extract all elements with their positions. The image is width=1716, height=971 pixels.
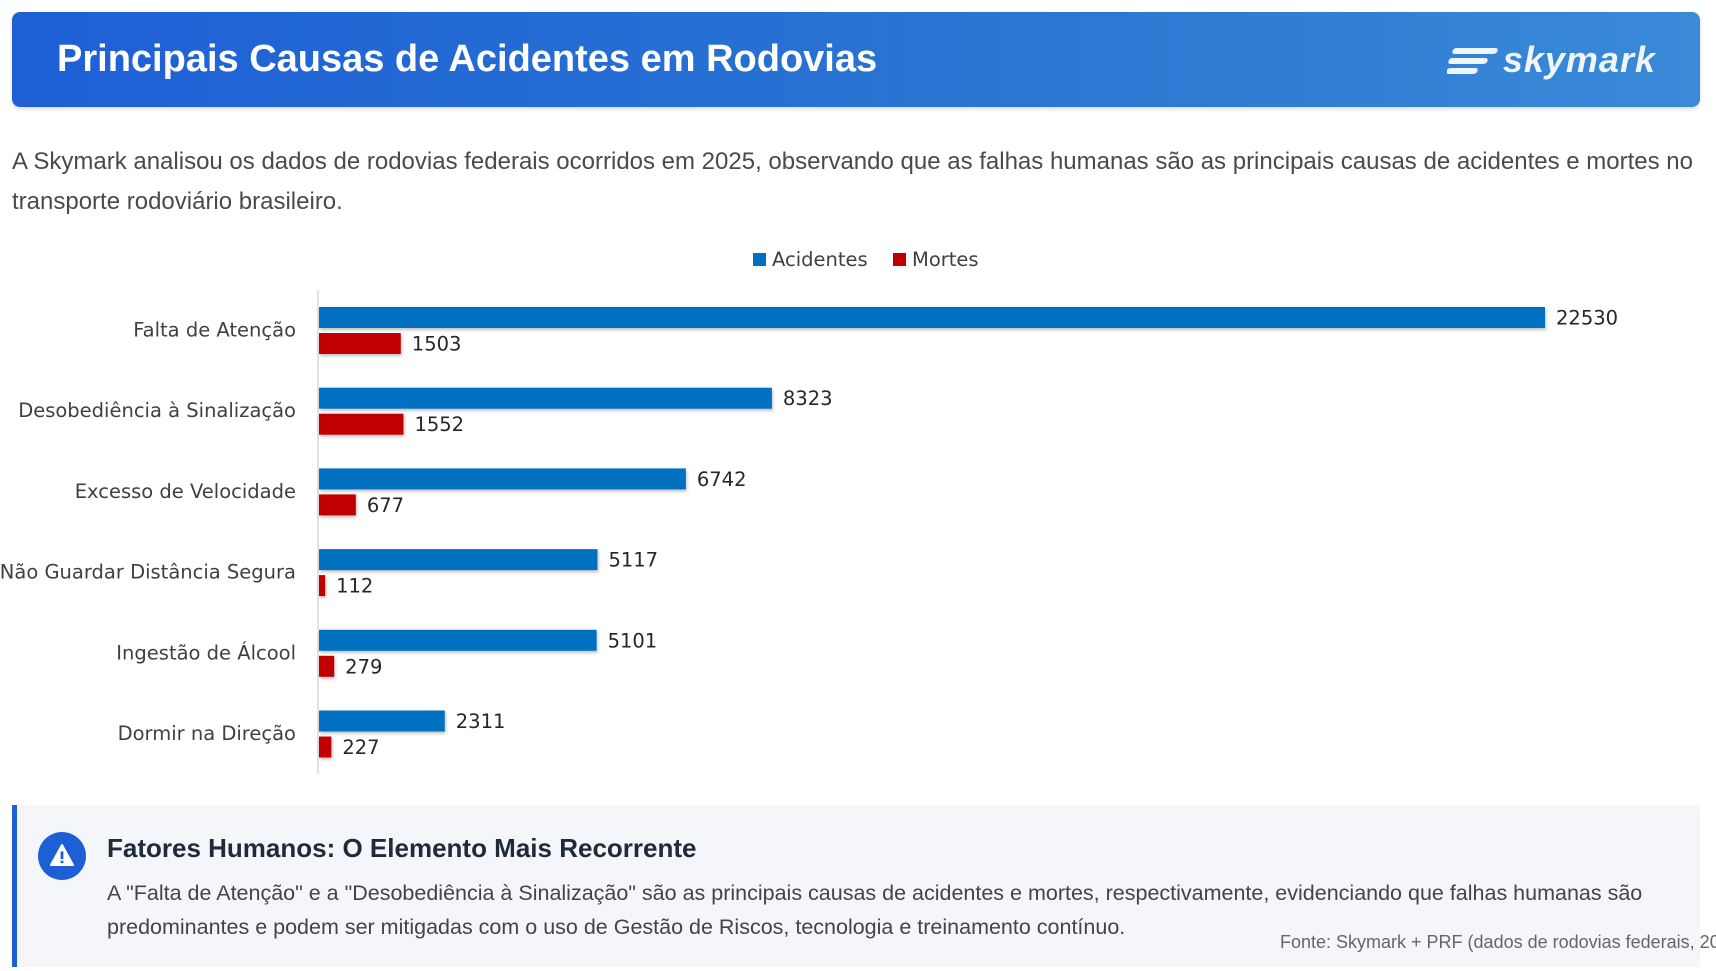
skymark-logo: skymark (1446, 36, 1656, 84)
category-label: Desobediência à Sinalização (18, 399, 296, 422)
bar-mortes (319, 333, 401, 354)
logo-text: skymark (1502, 39, 1656, 80)
data-label-mortes: 677 (367, 494, 404, 517)
callout-box: Fatores Humanos: O Elemento Mais Recorre… (12, 805, 1700, 967)
bar-acidentes (319, 387, 772, 409)
skymark-logo-mark-icon (1446, 48, 1498, 74)
data-label-acidentes: 8323 (783, 387, 833, 410)
data-label-acidentes: 5117 (608, 549, 658, 572)
bar-mortes (319, 494, 356, 516)
bar-acidentes (319, 468, 686, 490)
legend-label-acidentes: Acidentes (772, 248, 868, 271)
data-label-mortes: 1503 (412, 333, 462, 356)
bar-mortes (319, 413, 404, 435)
bar-acidentes (319, 549, 598, 571)
data-label-acidentes: 2311 (456, 710, 506, 733)
header-banner: Principais Causas de Acidentes em Rodovi… (12, 12, 1700, 107)
bar-acidentes (319, 629, 597, 651)
warning-icon (38, 832, 86, 880)
source-note: Fonte: Skymark + PRF (dados de rodovias … (1280, 932, 1716, 952)
intro-paragraph: A Skymark analisou os dados de rodovias … (12, 148, 1693, 215)
data-label-mortes: 112 (336, 575, 373, 598)
bar-chart: Acidentes Mortes Falta de Atenção 22530 1503… (0, 248, 1618, 774)
legend-swatch-mortes (893, 253, 906, 266)
data-label-acidentes: 5101 (608, 629, 658, 652)
data-label-mortes: 227 (342, 736, 379, 759)
category-label: Não Guardar Distância Segura (0, 561, 296, 584)
page-title: Principais Causas de Acidentes em Rodovi… (57, 38, 878, 80)
category-label: Ingestão de Álcool (116, 641, 296, 664)
data-label-acidentes: 6742 (697, 468, 747, 491)
bar-mortes (319, 655, 335, 677)
bar-mortes (319, 736, 332, 758)
callout-title: Fatores Humanos: O Elemento Mais Recorre… (107, 833, 697, 863)
callout-text: A "Falta de Atenção" e a "Desobediência … (107, 881, 1643, 939)
legend-label-mortes: Mortes (912, 248, 979, 271)
category-label: Falta de Atenção (133, 319, 296, 342)
category-label: Dormir na Direção (118, 722, 296, 745)
data-label-mortes: 279 (345, 655, 382, 678)
legend-swatch-acidentes (753, 253, 766, 266)
bar-mortes (319, 575, 326, 597)
data-label-mortes: 1552 (414, 413, 464, 436)
bar-acidentes (319, 710, 445, 732)
category-label: Excesso de Velocidade (75, 480, 296, 503)
data-label-acidentes: 22530 (1556, 307, 1618, 330)
bar-acidentes (319, 307, 1545, 328)
